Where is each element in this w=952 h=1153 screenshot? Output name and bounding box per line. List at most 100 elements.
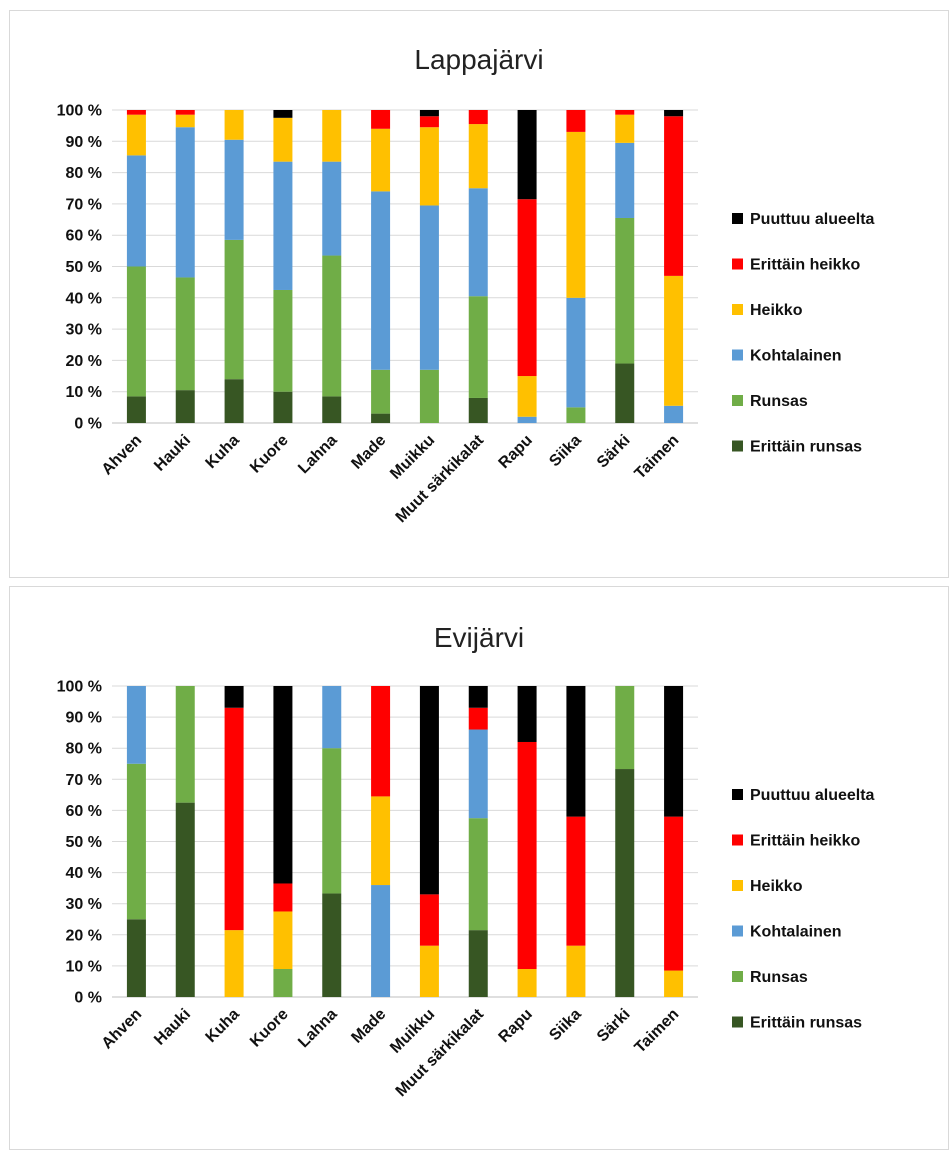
bar-segment: [126, 114, 146, 156]
bar-segment: [175, 110, 195, 115]
x-tick-label: Särki: [594, 1006, 634, 1046]
bar-segment: [419, 205, 439, 370]
chart-title: Lappajärvi: [414, 44, 543, 75]
chart-lappajarvi: Lappajärvi 0 % 10 % 20 % 30 % 40 % 50 % 60 % 70 …: [57, 44, 875, 526]
legend-label: Puuttuu alueelta: [750, 211, 875, 228]
legend-swatch: [732, 925, 743, 937]
chart-evijarvi: Evijärvi 0 % 10 % 20 % 30 % 40 % 50 % 60 % 70 % 8…: [57, 622, 875, 1100]
bar-segment: [419, 369, 439, 423]
chart-panel-evijarvi: Evijärvi 0 % 10 % 20 % 30 % 40 % 50 % 60 % 70 % 8…: [9, 586, 949, 1150]
bar-segment: [468, 397, 488, 423]
y-tick-label: 50 %: [66, 259, 102, 276]
bar-segment: [273, 117, 293, 162]
y-tick-label: 30 %: [66, 322, 102, 339]
bar-segment: [517, 416, 537, 423]
y-tick-label: 70 %: [66, 772, 102, 789]
bar-segment: [468, 729, 488, 819]
x-tick-label: Muut särkikalat: [393, 1005, 488, 1100]
bar-segment: [517, 376, 537, 417]
bar-segment: [615, 363, 635, 423]
bar-segment: [371, 885, 391, 997]
x-tick-label: Siika: [546, 1006, 585, 1045]
x-tick-label: Siika: [546, 432, 585, 471]
bar-segment: [224, 110, 244, 140]
legend-swatch: [732, 349, 743, 361]
bar-segment: [419, 110, 439, 117]
bar-segment: [322, 686, 342, 749]
bar-segment: [615, 769, 635, 997]
x-tick-label: Taimen: [632, 1006, 683, 1057]
bar-segment: [175, 686, 195, 803]
y-tick-label: 30 %: [66, 896, 102, 913]
x-tick-label: Hauki: [151, 432, 194, 475]
legend-swatch: [732, 258, 743, 270]
y-tick-label: 90 %: [66, 710, 102, 727]
bar-segment: [566, 945, 586, 997]
y-tick-label: 70 %: [66, 196, 102, 213]
bar-segment: [664, 970, 684, 997]
y-tick-label: 80 %: [66, 165, 102, 182]
x-tick-label: Ahven: [99, 1006, 146, 1053]
bar-segment: [273, 391, 293, 423]
legend-label: Heikko: [750, 302, 803, 319]
y-tick-label: 0 %: [74, 416, 102, 433]
y-tick-label: 100 %: [57, 103, 102, 120]
bar-segment: [419, 945, 439, 997]
bar-segment: [566, 686, 586, 817]
bar-segment: [224, 930, 244, 997]
bar-segment: [175, 390, 195, 423]
bar-segment: [566, 407, 586, 423]
legend-swatch: [732, 213, 743, 224]
bar-segment: [664, 816, 684, 971]
legend-swatch: [732, 880, 743, 891]
bar-segment: [322, 161, 342, 256]
bar-segment: [175, 802, 195, 997]
x-tick-label: Särki: [594, 432, 634, 472]
y-tick-label: 0 %: [74, 990, 102, 1007]
legend-swatch: [732, 789, 743, 800]
bar-segment: [419, 894, 439, 946]
bar-segment: [468, 296, 488, 398]
bar-segment: [126, 919, 146, 997]
x-tick-label: Made: [348, 432, 389, 473]
bar-segment: [664, 275, 684, 406]
bar-segment: [566, 110, 586, 132]
y-tick-label: 90 %: [66, 134, 102, 151]
bar-segment: [517, 110, 537, 200]
bar-segment: [175, 277, 195, 391]
bar-segment: [615, 142, 635, 218]
bar-segment: [322, 396, 342, 423]
bar-segment: [468, 707, 488, 730]
bar-segment: [566, 297, 586, 408]
legend-label: Erittäin runsas: [750, 1015, 862, 1032]
bar-segment: [615, 217, 635, 364]
bar-segment: [126, 686, 146, 764]
y-tick-label: 20 %: [66, 927, 102, 944]
bar-segment: [468, 110, 488, 125]
bar-segment: [371, 796, 391, 886]
legend-label: Erittäin heikko: [750, 833, 860, 850]
bar-segment: [664, 116, 684, 276]
bar-segment: [664, 405, 684, 423]
x-tick-label: Muut särkikalat: [393, 431, 488, 526]
bar-segment: [322, 748, 342, 894]
y-tick-label: 40 %: [66, 290, 102, 307]
bar-segment: [224, 707, 244, 931]
bar-segment: [517, 969, 537, 997]
bar-segment: [322, 893, 342, 997]
legend-swatch: [732, 395, 743, 406]
legend-label: Kohtalainen: [750, 348, 842, 365]
legend-label: Runsas: [750, 393, 808, 410]
bar-segment: [371, 128, 391, 192]
x-tick-label: Rapu: [496, 1006, 536, 1046]
bar-segment: [126, 396, 146, 423]
legend-label: Erittäin runsas: [750, 439, 862, 456]
legend-label: Kohtalainen: [750, 924, 842, 941]
bar-segment: [615, 114, 635, 143]
bar-segment: [615, 110, 635, 115]
bar-segment: [566, 131, 586, 298]
bar-segment: [468, 930, 488, 997]
x-tick-label: Kuore: [247, 1006, 292, 1051]
x-tick-label: Ahven: [99, 432, 146, 479]
bar-segment: [664, 686, 684, 817]
